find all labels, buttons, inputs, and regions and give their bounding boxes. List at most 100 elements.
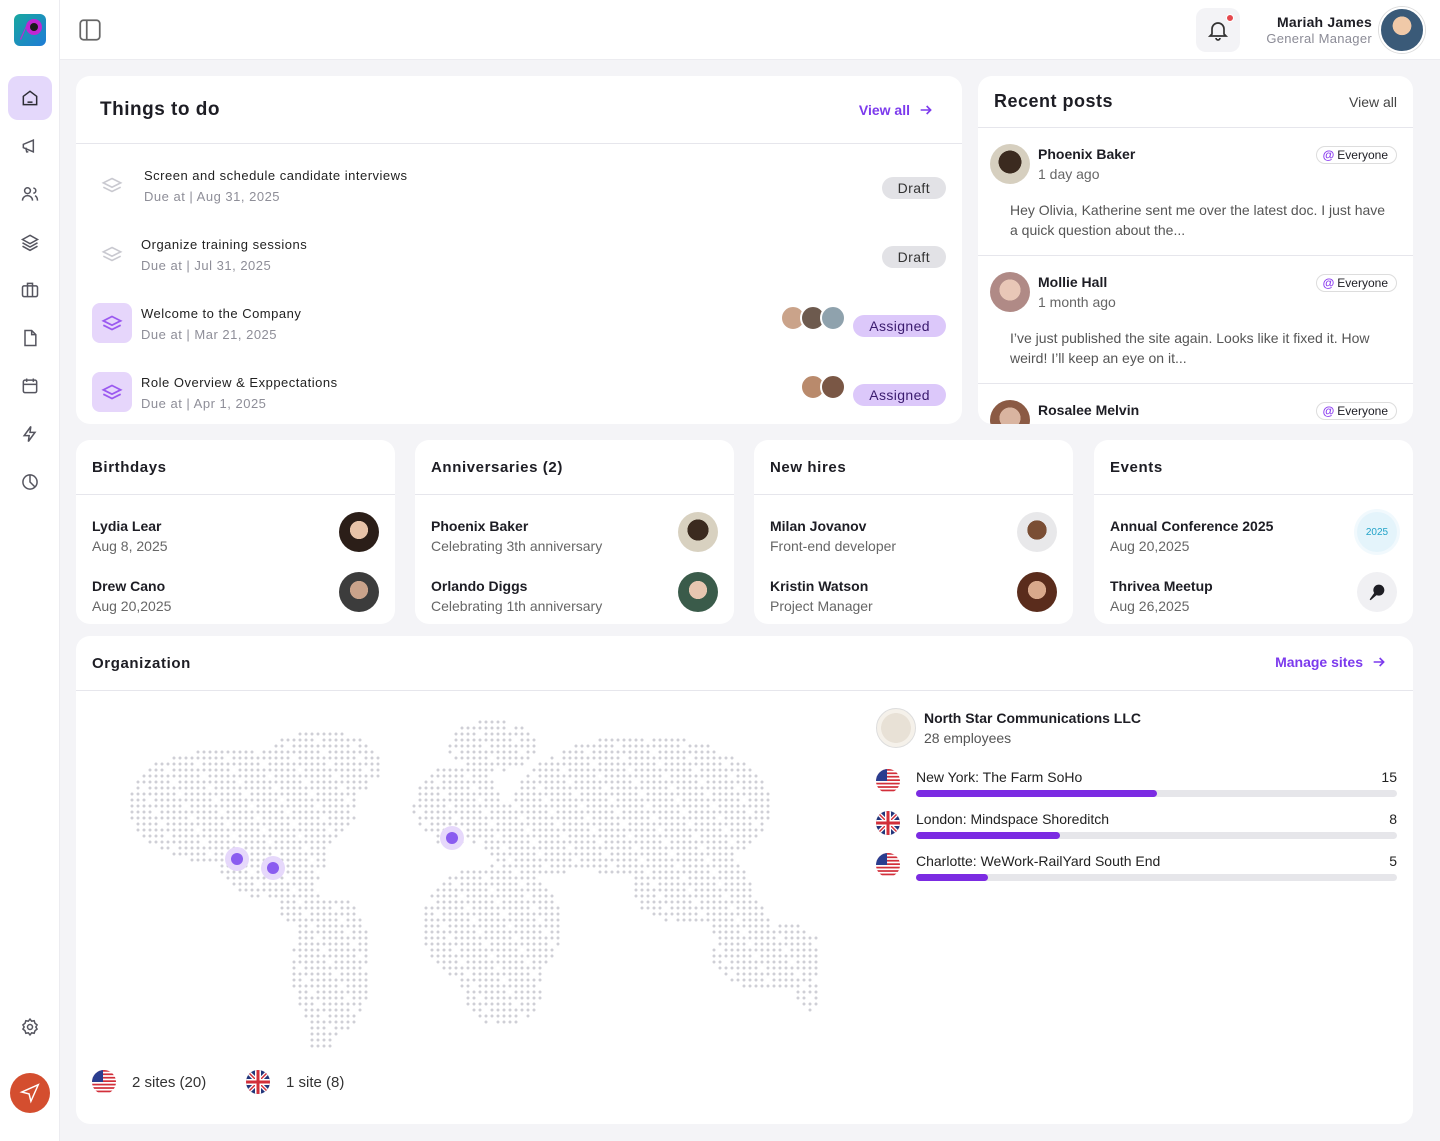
organization-card: Organization Manage sites 2 sites (20) 1… — [76, 636, 1413, 1124]
avatar — [678, 572, 718, 612]
post-text: Hey Olivia, Katherine sent me over the l… — [1010, 202, 1386, 238]
site-count: 8 — [1389, 811, 1397, 827]
audience-label: Everyone — [1337, 404, 1388, 418]
topbar: Mariah James General Manager — [60, 0, 1440, 60]
site-progress-fill — [916, 790, 1157, 797]
site-name: London: Mindspace Shoreditch — [916, 811, 1110, 827]
card-title: Recent posts — [978, 76, 1413, 128]
todo-due: Due at | Aug 31, 2025 — [144, 189, 281, 204]
nav-settings-icon[interactable] — [8, 1005, 52, 1049]
layers-icon — [92, 372, 132, 412]
site-row[interactable]: New York: The Farm SoHo 15 — [876, 769, 1397, 809]
nav-layers-icon[interactable] — [8, 220, 52, 264]
manage-sites-link[interactable]: Manage sites — [1275, 654, 1387, 670]
nav-megaphone-icon[interactable] — [8, 124, 52, 168]
site-marker[interactable] — [231, 853, 243, 865]
todo-view-all-link[interactable]: View all — [859, 102, 934, 118]
todo-due: Due at | Apr 1, 2025 — [141, 396, 267, 411]
avatar — [990, 400, 1030, 424]
post-item[interactable]: Phoenix Baker 1 day ago @ Everyone Hey Ol… — [978, 128, 1413, 256]
nav-pie-chart-icon[interactable] — [8, 460, 52, 504]
audience-label: Everyone — [1337, 148, 1388, 162]
event-date: Aug 20,2025 — [1110, 538, 1190, 554]
todo-due: Due at | Jul 31, 2025 — [141, 258, 272, 273]
site-count: 15 — [1381, 769, 1397, 785]
compass-icon[interactable] — [10, 1073, 50, 1113]
person-name: Milan Jovanov — [770, 518, 867, 534]
assignee-avatar — [820, 305, 846, 331]
event-date: Aug 26,2025 — [1110, 598, 1190, 614]
post-item[interactable]: Mollie Hall 1 month ago @ Everyone I’ve j… — [978, 256, 1413, 384]
card-title: Birthdays — [76, 440, 395, 495]
nav-users-icon[interactable] — [8, 172, 52, 216]
list-item[interactable]: Annual Conference 2025 Aug 20,2025 2025 — [1110, 512, 1397, 560]
todo-item[interactable]: Welcome to the Company Due at | Mar 21, … — [92, 291, 946, 351]
bell-icon — [1207, 22, 1229, 41]
list-item[interactable]: Kristin Watson Project Manager — [770, 572, 1057, 620]
nav-document-icon[interactable] — [8, 316, 52, 360]
site-marker[interactable] — [267, 862, 279, 874]
layers-icon — [92, 165, 132, 205]
legend-item: 2 sites (20) — [92, 1070, 206, 1094]
person-detail: Celebrating 3th anniversary — [431, 538, 603, 554]
avatar — [990, 144, 1030, 184]
us-flag-icon — [876, 769, 900, 793]
audience-label: Everyone — [1337, 276, 1388, 290]
person-detail: Aug 8, 2025 — [92, 538, 168, 554]
list-item[interactable]: Orlando Diggs Celebrating 1th anniversar… — [431, 572, 718, 620]
site-progress-track — [916, 832, 1397, 839]
person-detail: Front-end developer — [770, 538, 897, 554]
audience-badge: @ Everyone — [1315, 402, 1397, 420]
audience-badge: @ Everyone — [1315, 274, 1397, 292]
sidebar-toggle-icon[interactable] — [76, 16, 104, 44]
event-badge: 2025 — [1357, 512, 1397, 552]
list-item[interactable]: Phoenix Baker Celebrating 3th anniversar… — [431, 512, 718, 560]
nav-briefcase-icon[interactable] — [8, 268, 52, 312]
avatar — [1017, 572, 1057, 612]
sidebar — [0, 0, 60, 1141]
world-map — [130, 720, 818, 1048]
event-name: Thrivea Meetup — [1110, 578, 1213, 594]
person-name: Drew Cano — [92, 578, 166, 594]
status-badge: Assigned — [853, 315, 946, 337]
posts-view-all-link[interactable]: View all — [1349, 94, 1397, 110]
audience-badge: @ Everyone — [1315, 146, 1397, 164]
user-avatar[interactable] — [1379, 7, 1425, 53]
todo-title: Welcome to the Company — [141, 306, 302, 321]
legend-label: 1 site (8) — [286, 1073, 345, 1091]
person-name: Orlando Diggs — [431, 578, 528, 594]
list-item[interactable]: Thrivea Meetup Aug 26,2025 — [1110, 572, 1397, 620]
company-name: North Star Communications LLC — [924, 710, 1142, 726]
todo-item[interactable]: Organize training sessions Due at | Jul … — [92, 222, 946, 282]
list-item[interactable]: Lydia Lear Aug 8, 2025 — [92, 512, 379, 560]
card-title: Events — [1094, 440, 1413, 495]
uk-flag-icon — [246, 1070, 270, 1094]
person-detail: Aug 20,2025 — [92, 598, 172, 614]
todo-item[interactable]: Role Overview & Exppectations Due at | A… — [92, 360, 946, 420]
site-marker[interactable] — [446, 832, 458, 844]
site-name: Charlotte: WeWork-RailYard South End — [916, 853, 1161, 869]
arrow-right-icon — [1373, 657, 1385, 667]
nav-home-icon[interactable] — [8, 76, 52, 120]
nav-lightning-icon[interactable] — [8, 412, 52, 456]
list-item[interactable]: Drew Cano Aug 20,2025 — [92, 572, 379, 620]
uk-flag-icon — [876, 811, 900, 835]
notifications-button[interactable] — [1196, 8, 1240, 52]
site-row[interactable]: London: Mindspace Shoreditch 8 — [876, 811, 1397, 851]
at-icon: @ — [1322, 276, 1335, 290]
person-detail: Project Manager — [770, 598, 873, 614]
app-logo[interactable] — [14, 14, 46, 46]
person-name: Lydia Lear — [92, 518, 162, 534]
list-item[interactable]: Milan Jovanov Front-end developer — [770, 512, 1057, 560]
avatar — [678, 512, 718, 552]
post-time: 1 day ago — [1038, 166, 1100, 182]
company-employees: 28 employees — [924, 730, 1012, 746]
todo-title: Role Overview & Exppectations — [141, 375, 338, 390]
event-name: Annual Conference 2025 — [1110, 518, 1274, 534]
todo-item[interactable]: Screen and schedule candidate interviews… — [92, 153, 946, 213]
post-item[interactable]: Rosalee Melvin @ Everyone — [978, 384, 1413, 424]
site-row[interactable]: Charlotte: WeWork-RailYard South End 5 — [876, 853, 1397, 893]
card-title: Organization — [76, 636, 1413, 691]
manage-sites-label: Manage sites — [1275, 654, 1363, 670]
nav-calendar-icon[interactable] — [8, 364, 52, 408]
